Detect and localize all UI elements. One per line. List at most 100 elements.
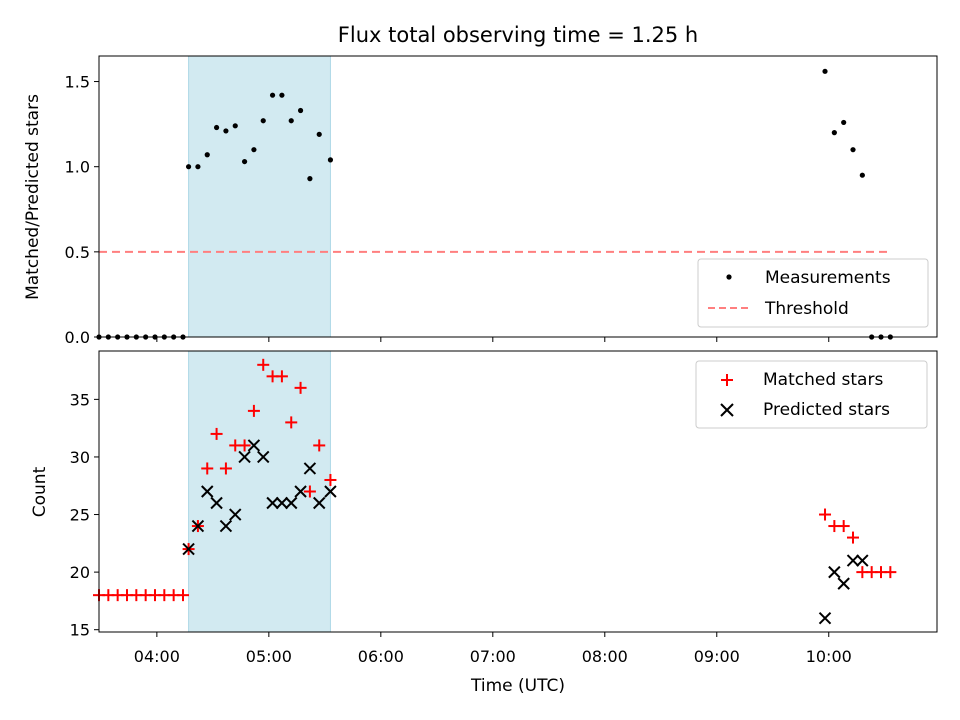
predicted-stars-point: [210, 496, 223, 510]
ratio-y-tick-label: 0.0: [65, 328, 90, 347]
legend-threshold-label: Threshold: [764, 299, 849, 319]
legend-predicted-marker: [720, 403, 734, 417]
ratio-panel: 0.0 0.5 1.0 1.5 Matched/Predicted stars Mea…: [23, 55, 938, 347]
predicted-stars-point: [257, 450, 270, 464]
measurements-point: [850, 147, 856, 153]
predicted-stars-point: [201, 485, 214, 498]
legend-matched-label: Matched stars: [763, 370, 883, 390]
predicted-stars-point: [247, 439, 261, 452]
predicted-stars-point: [846, 554, 860, 567]
ratio-y-tick-label: 1.5: [65, 73, 90, 92]
count-y-tick-label: 30: [70, 448, 90, 467]
measurements-point: [327, 157, 334, 163]
x-tick-label: 04:00: [134, 647, 180, 666]
measurements-point: [288, 118, 294, 124]
measurements-point: [232, 123, 238, 129]
ratio-legend: Measurements Threshold: [697, 258, 929, 328]
predicted-stars-point: [303, 462, 317, 475]
count-marks: [93, 358, 897, 625]
measurements-point: [822, 68, 828, 74]
count-y-ticks: 15 20 25 30 35: [70, 390, 99, 640]
measurements-point: [185, 164, 192, 170]
measurements-point: [831, 130, 837, 136]
predicted-stars-point: [219, 519, 233, 533]
x-axis-label: Time (UTC): [470, 676, 565, 696]
matched-stars-point: [247, 404, 260, 417]
matched-stars-point: [324, 473, 337, 486]
legend-measurements-marker: [726, 274, 732, 280]
matched-stars-point: [176, 589, 189, 602]
predicted-stars-point: [238, 450, 251, 464]
matched-stars-point: [819, 508, 832, 521]
x-tick-label: 10:00: [806, 647, 852, 666]
ratio-y-axis-label: Matched/Predicted stars: [23, 94, 43, 300]
legend-predicted-label: Predicted stars: [763, 400, 890, 420]
count-y-tick-label: 35: [70, 390, 90, 409]
ratio-y-ticks: 0.0 0.5 1.0 1.5: [65, 73, 99, 347]
legend-matched-marker: [721, 374, 733, 386]
predicted-stars-point: [828, 565, 841, 579]
x-tick-label: 08:00: [582, 647, 628, 666]
count-y-tick-label: 25: [70, 506, 90, 525]
predicted-stars-point: [324, 485, 337, 498]
x-tick-label: 06:00: [358, 647, 404, 666]
matched-stars-point: [219, 462, 232, 475]
matched-stars-point: [294, 381, 307, 394]
measurements-point: [316, 131, 322, 137]
matched-stars-point: [210, 427, 223, 440]
matched-stars-point: [837, 520, 850, 533]
count-y-tick-label: 15: [70, 621, 90, 640]
predicted-stars-point: [182, 542, 195, 556]
predicted-stars-point: [837, 577, 850, 590]
predicted-stars-point: [856, 554, 869, 567]
x-tick-label: 07:00: [470, 647, 516, 666]
matched-stars-point: [201, 462, 214, 475]
matched-stars-point: [285, 416, 298, 429]
predicted-stars-point: [285, 496, 298, 510]
predicted-stars-point: [313, 496, 326, 510]
predicted-stars-point: [229, 508, 242, 521]
measurements-point: [241, 158, 248, 165]
matched-stars-point: [847, 531, 860, 544]
measurements-point: [297, 107, 304, 114]
matched-stars-point: [275, 370, 288, 383]
count-panel: 15 20 25 30 35 04:00 05:00 06:00 07:00 08:00 09:0…: [30, 350, 938, 696]
measurements-point: [213, 124, 220, 131]
measurements-point: [223, 128, 229, 134]
ratio-legend-box: [697, 258, 929, 328]
measurements-point: [204, 152, 210, 158]
count-legend-box: [695, 360, 928, 429]
matched-stars-point: [313, 439, 326, 452]
count-x-ticks: 04:00 05:00 06:00 07:00 08:00 09:00 10:00: [134, 632, 852, 666]
matched-stars-point: [257, 358, 270, 371]
ratio-y-tick-label: 1.0: [65, 158, 90, 177]
measurements-point: [269, 92, 276, 98]
predicted-stars-point: [818, 611, 832, 625]
predicted-stars-point: [191, 519, 205, 533]
count-y-axis-label: Count: [30, 466, 50, 517]
matched-stars-point: [884, 566, 897, 579]
chart-title: Flux total observing time = 1.25 h: [338, 23, 698, 47]
ratio-plot-frame: [98, 55, 938, 338]
measurements-point: [260, 118, 266, 124]
matched-stars-point: [238, 439, 251, 452]
x-tick-label: 05:00: [246, 647, 292, 666]
ratio-x-ticks: [156, 337, 830, 342]
measurements-point: [859, 172, 865, 178]
ratio-y-tick-label: 0.5: [65, 243, 90, 262]
ratio-shaded-span: [188, 55, 331, 338]
predicted-stars-point: [294, 485, 307, 498]
predicted-stars-point: [266, 496, 279, 510]
count-legend: Matched stars Predicted stars: [695, 360, 928, 429]
count-y-tick-label: 20: [70, 563, 90, 582]
matched-stars-point: [303, 485, 316, 498]
predicted-stars-point: [275, 496, 289, 510]
count-plot-frame: [98, 350, 938, 633]
measurements-point: [307, 176, 313, 182]
measurements-point: [195, 164, 201, 170]
x-tick-label: 09:00: [694, 647, 740, 666]
measurements-point: [251, 147, 257, 153]
legend-measurements-label: Measurements: [765, 268, 891, 288]
